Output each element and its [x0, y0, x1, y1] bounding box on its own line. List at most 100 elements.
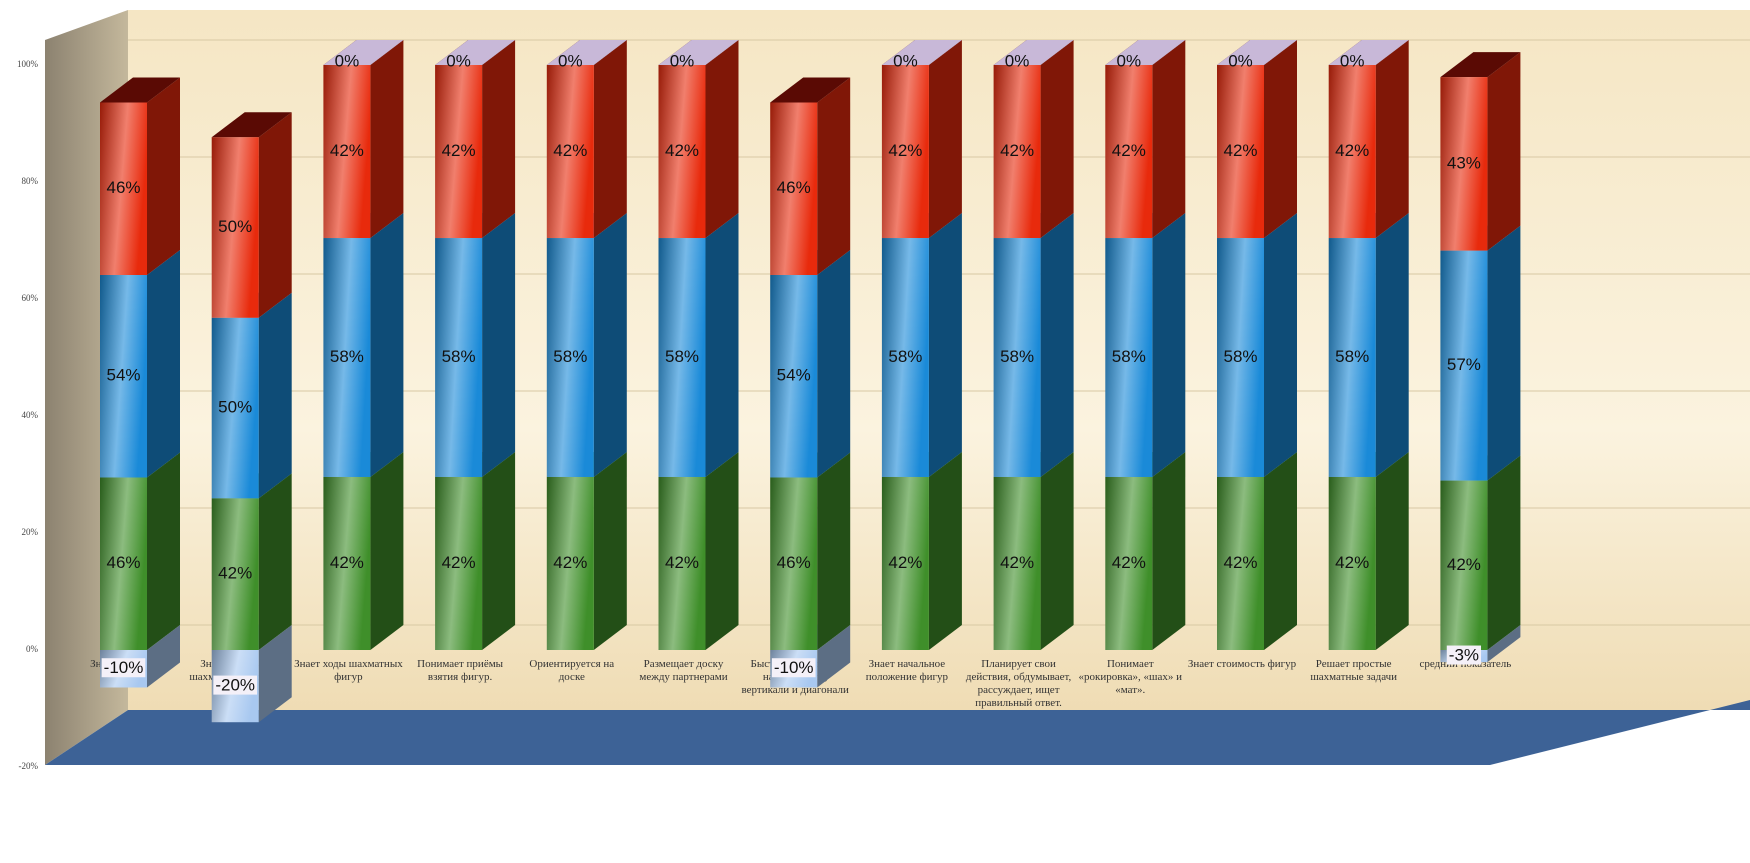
bar-side	[147, 77, 180, 275]
bar-segment	[881, 213, 962, 477]
data-label: 58%	[1223, 347, 1257, 366]
bar-front	[211, 317, 259, 499]
bar-front	[881, 238, 929, 477]
bar-side	[1487, 455, 1521, 650]
bar-side	[1264, 451, 1297, 650]
x-tick-label: Знает ходы шахматных фигур	[294, 658, 403, 683]
bar-front	[546, 238, 594, 477]
data-label: 54%	[777, 366, 811, 385]
bar-segment	[658, 40, 739, 65]
bar-segment	[1105, 40, 1186, 65]
bar-segment	[993, 451, 1074, 650]
y-tick-label: -20%	[19, 761, 39, 771]
bar-top	[211, 112, 292, 138]
x-tick-label-box: Знает стоимость фигур	[1187, 658, 1297, 670]
x-tick-label: Ориентируется на доске	[529, 658, 615, 683]
bar-side	[1152, 451, 1186, 650]
bar-side	[1487, 225, 1521, 481]
y-tick-label: 60%	[22, 293, 39, 303]
data-label-bg	[213, 675, 258, 695]
bar-side	[147, 625, 180, 688]
x-tick-label: Понимает приёмы взятия фигур.	[417, 658, 504, 683]
data-label: 42%	[553, 141, 587, 160]
bar-top	[1440, 52, 1521, 78]
x-tick-label-box: Ориентируется на доске	[529, 658, 615, 683]
data-label: 42%	[553, 553, 587, 572]
data-label: 0%	[558, 51, 583, 70]
x-tick-label-box: Знает ходы шахматных фигур	[294, 658, 403, 683]
data-label: 58%	[1335, 347, 1369, 366]
data-label: 46%	[777, 178, 811, 197]
bar-front	[1105, 238, 1153, 477]
bar-segment	[546, 40, 627, 65]
bar-segment	[100, 452, 180, 650]
x-tick-label: Размещает доску между партнерами	[639, 658, 728, 683]
y-tick-label: 20%	[22, 527, 39, 537]
floor	[45, 700, 1750, 765]
bar-front	[1105, 65, 1153, 239]
bar-front	[770, 102, 818, 275]
bar-segment	[211, 112, 292, 318]
bar-side	[482, 451, 516, 650]
data-label: 46%	[777, 553, 811, 572]
data-label: 42%	[665, 141, 699, 160]
bar-front	[1105, 476, 1153, 650]
bar-top	[881, 40, 962, 65]
bar-side	[1487, 625, 1521, 663]
bar-front	[100, 102, 147, 275]
data-label: 0%	[1005, 51, 1030, 70]
bar-front	[1328, 238, 1376, 477]
bar-side	[593, 451, 627, 650]
y-tick-label: 100%	[17, 59, 39, 69]
bar-side	[370, 40, 404, 239]
x-tick-label: Планирует свои действия, обдумывает, рас…	[965, 658, 1072, 709]
bar-top	[993, 40, 1074, 65]
data-label: 57%	[1447, 355, 1481, 374]
bar-segment	[1440, 225, 1521, 481]
data-label: 0%	[1117, 51, 1142, 70]
bar-side	[705, 40, 739, 239]
bar-front	[323, 238, 371, 477]
y-tick-label: 0%	[26, 644, 39, 654]
bar-front	[1440, 480, 1488, 650]
bar-side	[593, 40, 627, 239]
data-label: 42%	[1112, 553, 1146, 572]
data-label: 58%	[1000, 347, 1034, 366]
bar-side	[817, 250, 851, 478]
data-label: 42%	[1223, 141, 1257, 160]
x-tick-label-box: Размещает доску между партнерами	[639, 658, 728, 683]
bar-front	[100, 275, 147, 478]
bar-segment	[100, 77, 180, 275]
x-tick-label-box: Понимает приёмы взятия фигур.	[417, 658, 504, 683]
bar-side	[482, 40, 516, 239]
x-tick-label: Знает стоимость фигур	[1187, 658, 1297, 670]
bar-top	[435, 40, 516, 65]
bar-segment	[546, 213, 627, 477]
bar-segment	[1105, 451, 1186, 650]
x-tick-label-box: средний показатель	[1420, 658, 1512, 670]
bar-front	[435, 476, 483, 650]
bar-front	[881, 476, 929, 650]
bar-side	[1375, 213, 1409, 477]
bar-segment	[546, 451, 627, 650]
bar-front	[881, 65, 929, 239]
bar-side	[705, 213, 739, 477]
bar-front	[658, 238, 706, 477]
bar-side	[1264, 213, 1297, 477]
bar-segment	[1328, 40, 1409, 65]
bar-segment	[323, 40, 404, 65]
data-label: 58%	[553, 347, 587, 366]
x-tick-label: Знает начальное положение фигур	[865, 658, 948, 683]
bar-side	[817, 77, 851, 275]
bar-side	[258, 292, 292, 499]
x-tick-label-box: Знает начальное положение фигур	[865, 658, 948, 683]
data-label: 42%	[1000, 553, 1034, 572]
bar-segment	[881, 40, 962, 65]
x-tick-label-box: Понимает «рокировка», «шах» и «мат».	[1079, 658, 1182, 696]
bar-top	[658, 40, 739, 65]
bar-segment	[1440, 52, 1521, 251]
bar-side	[258, 112, 292, 318]
bar-segment	[1440, 455, 1521, 650]
data-label: 42%	[888, 141, 922, 160]
